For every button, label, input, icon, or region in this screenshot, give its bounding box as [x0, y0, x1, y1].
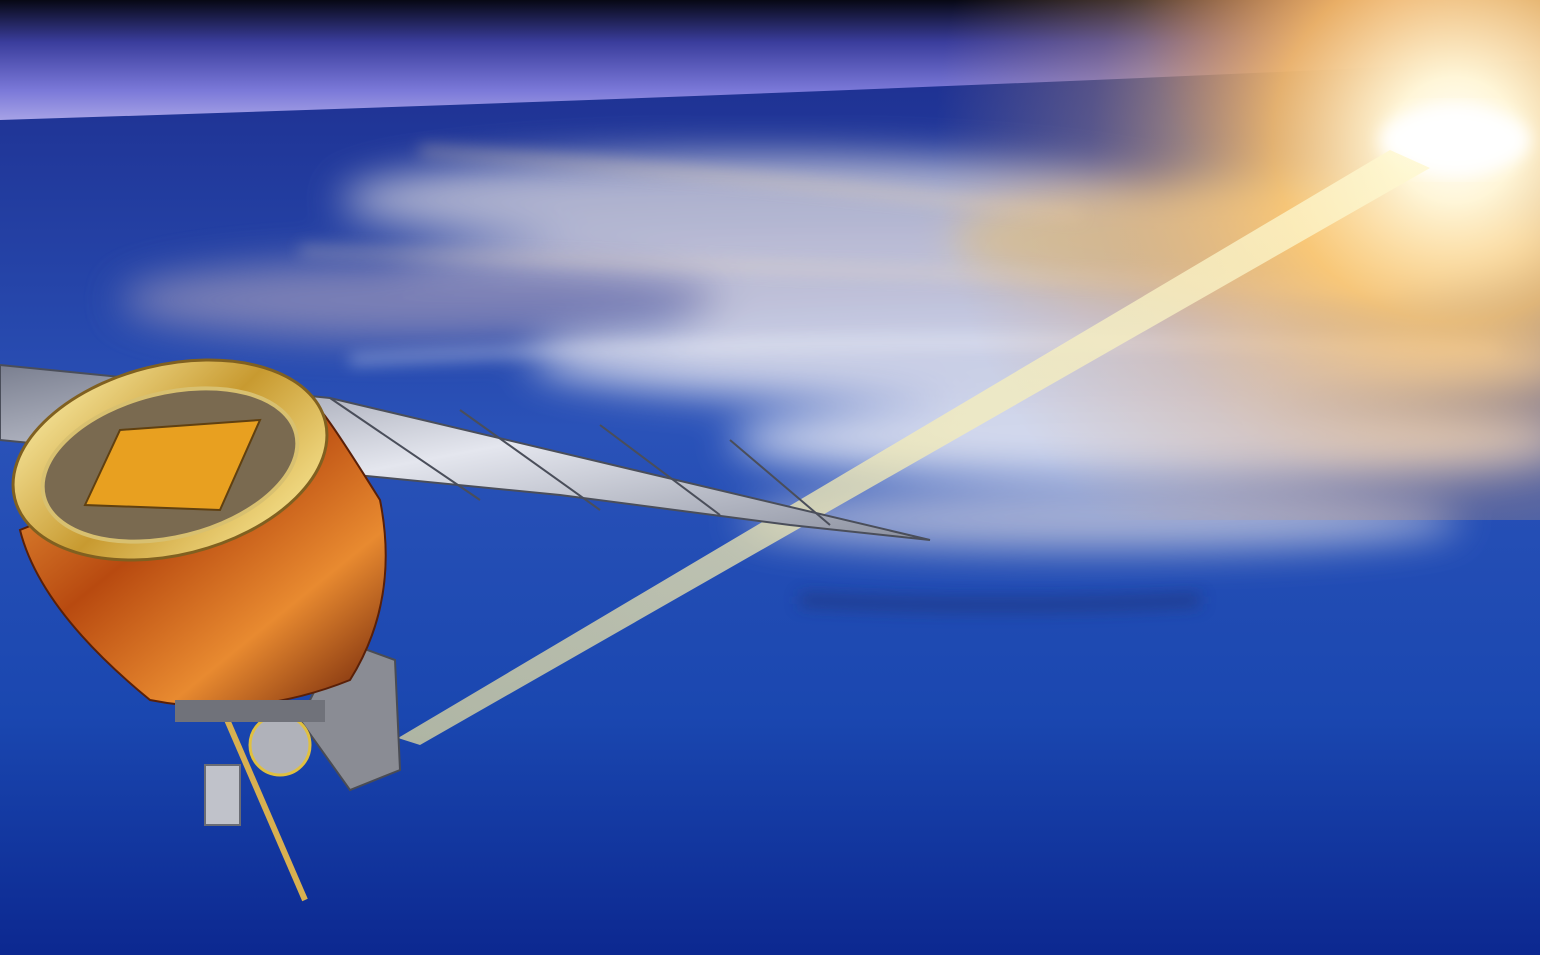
edge: [0, 955, 1551, 969]
satellite: [11, 358, 402, 902]
edge: [1540, 0, 1551, 969]
light-beam: [398, 150, 1430, 745]
sun: [1380, 105, 1530, 175]
